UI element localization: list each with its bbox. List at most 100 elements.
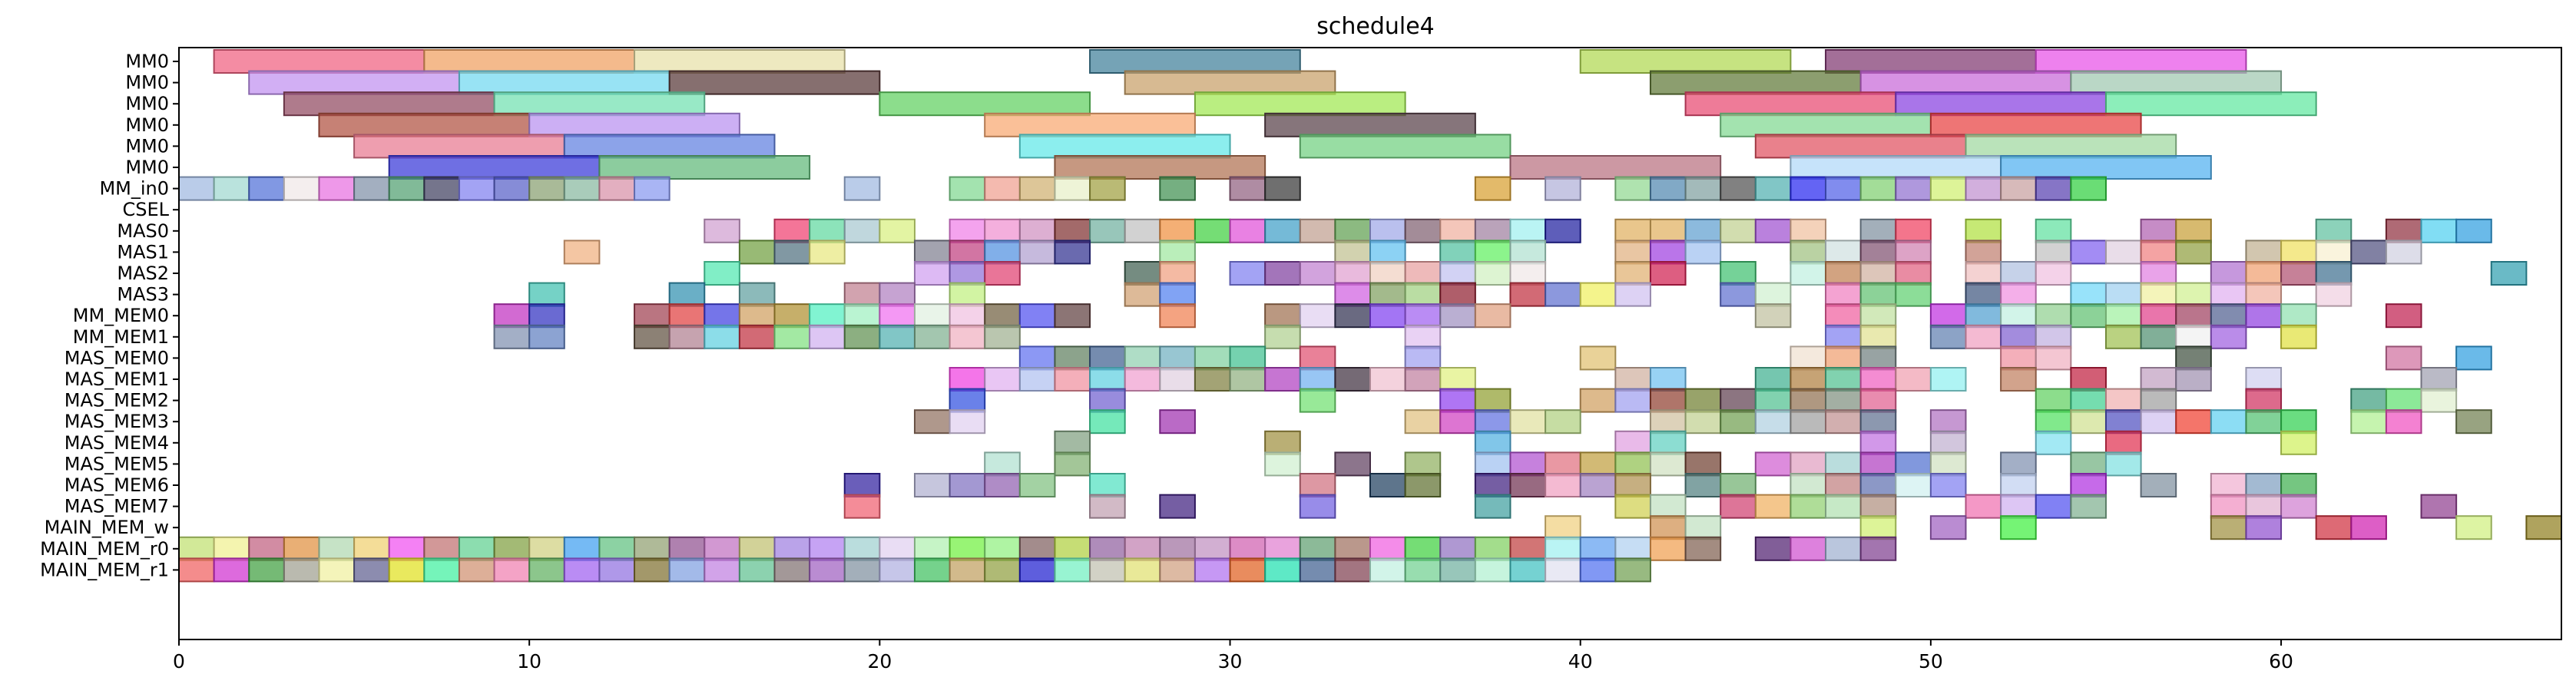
task-bar: [2140, 324, 2177, 349]
y-tick-label: MAS0: [117, 220, 169, 242]
task-bar: [1299, 557, 1336, 583]
task-bar: [1334, 536, 1371, 561]
task-bar: [1965, 282, 2002, 307]
task-bar: [1545, 451, 1581, 477]
task-bar: [984, 557, 1021, 583]
task-bar: [1124, 70, 1336, 95]
task-bar: [1299, 367, 1336, 392]
task-bar: [1159, 367, 1196, 392]
task-bar: [1790, 409, 1827, 435]
task-bar: [2280, 240, 2317, 265]
task-bar: [1720, 261, 1757, 286]
task-bar: [2140, 409, 2177, 435]
task-bar: [1579, 345, 1617, 371]
task-bar: [1334, 451, 1371, 477]
task-bar: [949, 282, 986, 307]
task-bar: [704, 218, 740, 243]
task-bar: [2035, 218, 2072, 243]
task-bar: [1965, 303, 2002, 329]
task-bar: [318, 112, 531, 137]
task-bar: [2104, 409, 2142, 435]
task-bar: [984, 261, 1021, 286]
task-bar: [1859, 515, 1897, 540]
task-bar: [1790, 218, 1827, 243]
y-tick-label: MM0: [125, 135, 169, 157]
task-bar: [1018, 473, 1056, 497]
task-bar: [1825, 367, 1862, 392]
task-bar: [913, 473, 951, 497]
task-bar: [563, 134, 776, 159]
task-bar: [2245, 261, 2283, 286]
task-bar: [2000, 324, 2037, 349]
task-bar: [1159, 176, 1196, 201]
task-bar: [1825, 303, 1862, 329]
task-bar: [1859, 345, 1897, 371]
task-bar: [213, 536, 250, 561]
task-bar: [1054, 218, 1091, 243]
task-bar: [2035, 303, 2072, 329]
task-bar: [1439, 261, 1476, 286]
task-bar: [1299, 494, 1336, 519]
task-bar: [423, 557, 460, 583]
task-bar: [1754, 176, 1792, 201]
task-bar: [1194, 536, 1231, 561]
task-bar: [318, 557, 356, 583]
task-bar: [388, 557, 425, 583]
task-bar: [1929, 409, 1967, 435]
y-tick-label: MAS_MEM5: [65, 453, 169, 474]
task-bar: [1649, 176, 1687, 201]
task-bar: [388, 176, 425, 201]
y-tick-label: CSEL: [122, 199, 169, 220]
task-bar: [1404, 261, 1442, 286]
task-bar: [1439, 388, 1476, 413]
task-bar: [2140, 388, 2177, 413]
task-bar: [1649, 388, 1687, 413]
task-bar: [704, 261, 740, 286]
task-bar: [2175, 345, 2212, 371]
task-bar: [1404, 557, 1442, 583]
task-bar: [1194, 345, 1231, 371]
task-bar: [1790, 494, 1827, 519]
task-bar: [2104, 240, 2142, 265]
task-bar: [2175, 303, 2212, 329]
task-bar: [1509, 218, 1547, 243]
task-bar: [2210, 494, 2247, 519]
task-bar: [843, 557, 881, 583]
task-bar: [738, 240, 776, 265]
task-bar: [1018, 176, 1056, 201]
task-bar: [1790, 473, 1827, 497]
task-bar: [1369, 536, 1406, 561]
task-bar: [2245, 282, 2283, 307]
task-bar: [2280, 409, 2317, 435]
task-bar: [949, 388, 986, 413]
task-bar: [1684, 536, 1722, 561]
task-bar: [178, 557, 215, 583]
task-bar: [2035, 409, 2072, 435]
task-bar: [528, 324, 565, 349]
task-bar: [634, 176, 670, 201]
y-tick-label: MAS1: [117, 241, 169, 263]
task-bar: [2245, 240, 2283, 265]
task-bar: [1124, 557, 1161, 583]
task-bar: [1754, 134, 1967, 159]
x-tick-label: 30: [1218, 650, 1243, 673]
task-bar: [809, 218, 846, 243]
task-bar: [1089, 473, 1126, 497]
task-bar: [1334, 240, 1371, 265]
task-bar: [1614, 261, 1651, 286]
task-bar: [1895, 473, 1932, 497]
task-bar: [879, 303, 916, 329]
task-bar: [1790, 240, 1827, 265]
y-tick-label: MAIN_MEM_w: [45, 517, 169, 538]
task-bar: [283, 536, 320, 561]
task-bar: [2175, 282, 2212, 307]
task-bar: [1720, 388, 1757, 413]
task-bar: [1369, 367, 1406, 392]
task-bar: [2455, 345, 2492, 371]
task-bar: [528, 536, 565, 561]
task-bar: [1895, 218, 1932, 243]
task-bar: [1895, 282, 1932, 307]
task-bar: [178, 536, 215, 561]
task-bar: [1614, 473, 1651, 497]
task-bar: [1859, 240, 1897, 265]
